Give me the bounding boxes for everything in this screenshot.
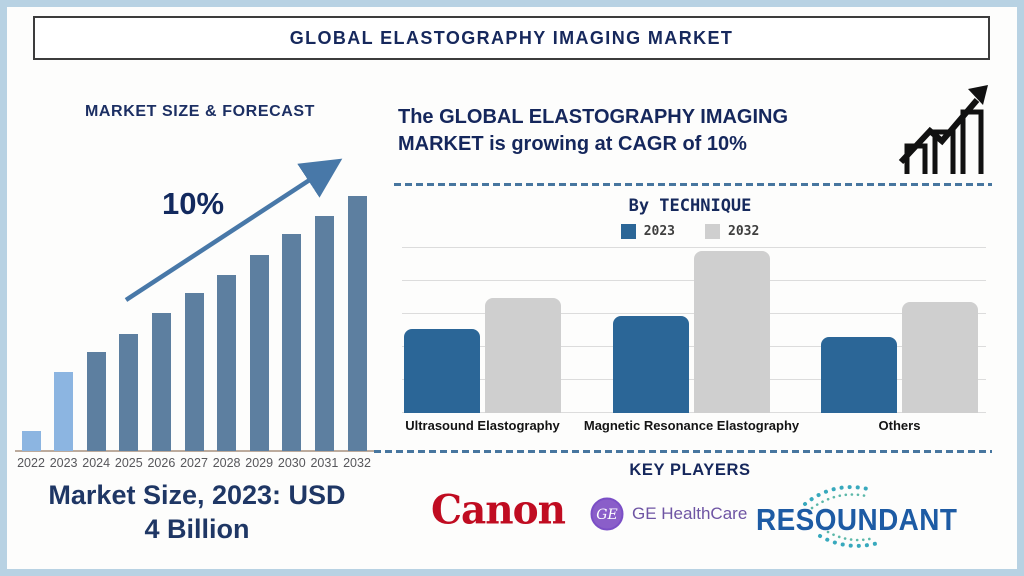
legend-item-2023: 2023: [620, 224, 675, 239]
forecast-bar-2022: [21, 430, 41, 451]
forecast-year-label-2022: 2022: [17, 456, 45, 470]
forecast-bar-2027: [184, 292, 204, 451]
technique-category-label: Others: [878, 418, 921, 433]
dashed-separator-bottom: [374, 450, 992, 453]
technique-bar-2023-2: [613, 315, 689, 413]
cagr-value-label: 10%: [161, 186, 225, 221]
dashed-separator-top: [394, 183, 992, 186]
growth-trend-arrow: [124, 158, 343, 302]
technique-bar-2023-3: [821, 337, 897, 413]
technique-category-label: Magnetic Resonance Elastography: [583, 418, 800, 433]
legend-label-2032: 2032: [728, 224, 760, 239]
forecast-bar-2026: [151, 313, 171, 451]
bar-chart-growth-icon: [898, 85, 988, 174]
forecast-year-label-2029: 2029: [245, 456, 274, 470]
forecast-bar-2023: [54, 371, 74, 451]
forecast-year-label-2032: 2032: [343, 456, 371, 470]
ge-monogram-icon: GE: [590, 497, 624, 531]
resoundant-logo: RESOUNDANT: [750, 474, 960, 558]
page-title: GLOBAL ELASTOGRAPHY IMAGING MARKET: [289, 27, 734, 48]
key-players-title: KEY PLAYERS: [629, 461, 751, 479]
canon-logo: Canon: [430, 486, 566, 534]
technique-legend: 2023 2032: [500, 224, 880, 239]
forecast-year-label-2023: 2023: [49, 456, 78, 470]
technique-bar-chart: [400, 247, 988, 413]
forecast-year-label-2030: 2030: [277, 456, 306, 470]
technique-bar-2032-3: [902, 302, 978, 413]
forecast-x-axis: [15, 450, 377, 452]
technique-chart-title: By TECHNIQUE: [628, 196, 752, 216]
forecast-year-label-2027: 2027: [180, 456, 208, 470]
forecast-year-label-2025: 2025: [114, 456, 143, 470]
ge-logo-text: GE HealthCare: [632, 504, 748, 523]
market-size-callout: Market Size, 2023: USD 4 Billion: [18, 479, 376, 547]
legend-item-2032: 2032: [705, 224, 759, 239]
forecast-year-label-2028: 2028: [212, 456, 241, 470]
page-title-box: GLOBAL ELASTOGRAPHY IMAGING MARKET: [33, 16, 990, 60]
legend-label-2023: 2023: [643, 224, 675, 239]
technique-category-label: Ultrasound Elastography: [405, 418, 560, 433]
ge-healthcare-logo: GE GE HealthCare: [590, 497, 747, 531]
technique-bar-2023-1: [404, 328, 480, 413]
forecast-bar-2025: [119, 333, 139, 451]
market-size-line1: Market Size, 2023: USD: [48, 480, 346, 510]
growth-headline: The GLOBAL ELASTOGRAPHY IMAGING MARKET i…: [398, 106, 789, 155]
forecast-year-label-2031: 2031: [310, 456, 339, 470]
resoundant-dots-icon: [803, 485, 884, 548]
forecast-bar-2029: [249, 254, 269, 451]
forecast-bar-2032: [347, 196, 367, 451]
forecast-bar-chart: [15, 170, 381, 452]
gridline: [402, 247, 986, 248]
technique-bar-2032-1: [485, 297, 561, 413]
forecast-bar-2028: [217, 275, 237, 451]
forecast-chart-title: MARKET SIZE & FORECAST: [84, 103, 316, 120]
legend-swatch-2023: [620, 224, 636, 239]
legend-swatch-2032: [705, 224, 720, 239]
technique-category-labels: Ultrasound Elastography Magnetic Resonanc…: [400, 418, 988, 436]
technique-bar-2032-2: [694, 251, 770, 413]
market-size-line2: 4 Billion: [144, 513, 250, 544]
forecast-year-label-2024: 2024: [82, 456, 111, 470]
forecast-year-label-2026: 2026: [147, 456, 176, 470]
forecast-year-labels: 2022 2023 2024 2025 2026 2027 2028 2029 2030 2031…: [15, 456, 395, 472]
forecast-bar-2031: [314, 216, 334, 451]
resoundant-logo-text: RESOUNDANT: [756, 502, 958, 537]
forecast-bar-2024: [86, 351, 106, 451]
svg-text:GE: GE: [596, 507, 617, 523]
forecast-bar-2030: [282, 234, 302, 451]
